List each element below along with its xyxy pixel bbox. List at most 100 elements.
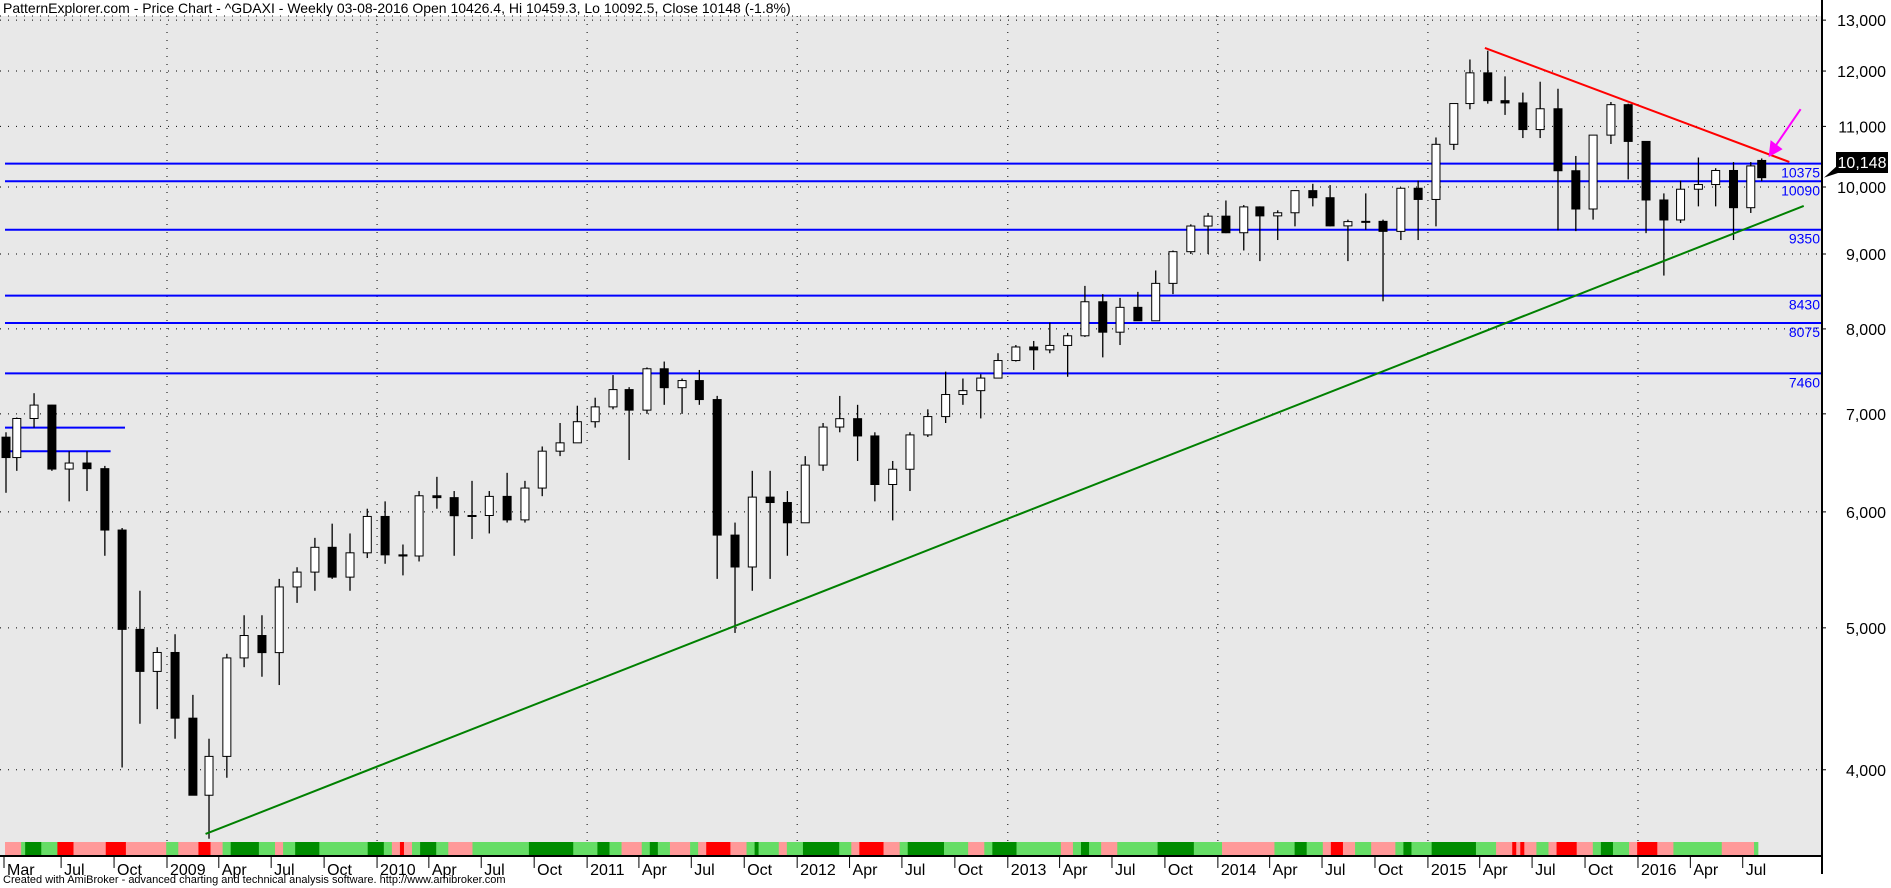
x-tick-label: Jul <box>64 862 84 879</box>
band-segment <box>1512 842 1517 856</box>
candle <box>1378 219 1388 302</box>
level-label: 8075 <box>1789 324 1820 340</box>
band-segment <box>984 842 993 856</box>
candle-body <box>1378 220 1388 232</box>
candle-body <box>1290 190 1300 214</box>
candle-body <box>47 404 57 470</box>
x-tick-label: Mar <box>7 862 35 879</box>
footer-credit: Created with AmiBroker - advanced charti… <box>3 874 506 886</box>
candle-body <box>1641 140 1651 201</box>
candle-body <box>1500 100 1510 104</box>
band-segment <box>621 842 643 856</box>
candle <box>888 460 898 521</box>
candle-body <box>188 717 198 796</box>
candle-body <box>642 368 652 411</box>
candle <box>1571 155 1581 232</box>
candle-body <box>1168 251 1178 284</box>
candle-body <box>1659 199 1669 221</box>
candle <box>608 375 618 410</box>
band-segment <box>25 842 42 856</box>
band-segment <box>178 842 199 856</box>
candle <box>1500 76 1510 115</box>
candle <box>520 480 530 523</box>
candle-body <box>1729 169 1739 209</box>
candle-body <box>1029 346 1039 351</box>
candle <box>870 432 880 502</box>
candle-body <box>12 417 22 459</box>
candle-body <box>432 495 442 499</box>
candle-body <box>747 496 757 568</box>
candle-body <box>537 450 547 489</box>
x-tick-label: Apr <box>642 862 668 879</box>
x-tick-label: Oct <box>1588 862 1613 879</box>
candle-body <box>941 394 951 418</box>
x-tick-label: Jul <box>694 862 714 879</box>
band-segment <box>1516 842 1521 856</box>
candle <box>1290 190 1300 227</box>
candle-body <box>608 389 618 408</box>
candle-body <box>1325 197 1335 227</box>
x-tick-label: Jul <box>1535 862 1555 879</box>
band-segment <box>1101 842 1118 856</box>
x-tick-label: Jul <box>1746 862 1766 879</box>
band-segment <box>73 842 107 856</box>
candle-body <box>1239 206 1249 234</box>
candle <box>993 353 1003 379</box>
x-tick-label: 2012 <box>800 862 836 879</box>
band-segment <box>1556 842 1577 856</box>
candle <box>1396 187 1406 241</box>
candle-body <box>1203 215 1213 227</box>
x-tick-label: Oct <box>327 862 352 879</box>
last-price-pointer <box>1824 165 1838 178</box>
candle-body <box>730 534 740 568</box>
candle-body <box>170 651 180 719</box>
band-segment <box>1089 842 1102 856</box>
candle-body <box>1483 72 1493 102</box>
band-segment <box>851 842 860 856</box>
candle <box>135 590 145 724</box>
candle <box>782 491 792 556</box>
candle <box>204 738 214 839</box>
candle-body <box>993 360 1003 379</box>
x-tick-label: Apr <box>1693 862 1719 879</box>
candle <box>398 544 408 576</box>
band-segment <box>198 842 211 856</box>
support-trendline <box>205 205 1805 835</box>
band-segment <box>210 842 223 856</box>
candle-body <box>1186 225 1196 253</box>
candle <box>1029 340 1039 370</box>
candles <box>1 50 1767 839</box>
candle <box>47 404 57 471</box>
candle-body <box>274 586 284 654</box>
candle <box>380 501 390 564</box>
band-segment <box>754 842 759 856</box>
x-tick-label: 2014 <box>1221 862 1257 879</box>
candle-body <box>1133 306 1143 322</box>
candle <box>800 456 810 524</box>
candle-body <box>958 390 968 396</box>
band-segment <box>41 842 58 856</box>
band-segment <box>1081 842 1090 856</box>
candle-body <box>905 434 915 470</box>
x-tick-label: Jul <box>905 862 925 879</box>
candle <box>467 480 477 539</box>
band-segment <box>403 842 413 856</box>
band-segment <box>1371 842 1396 856</box>
candle <box>765 470 775 579</box>
candle-body <box>310 546 320 573</box>
candle <box>239 615 249 668</box>
band-segment <box>968 842 985 856</box>
candle <box>1465 59 1475 110</box>
band-segment <box>649 842 659 856</box>
candle <box>1746 162 1756 213</box>
candle <box>1757 158 1767 182</box>
band-segment <box>319 842 368 856</box>
candle <box>414 491 424 562</box>
band-segment <box>1355 842 1372 856</box>
candle <box>941 371 951 423</box>
y-tick-label: 9,000 <box>1846 247 1886 264</box>
resistance-trendline <box>1484 46 1790 163</box>
candle <box>222 653 232 778</box>
candle <box>345 533 355 591</box>
candle <box>1221 200 1231 234</box>
